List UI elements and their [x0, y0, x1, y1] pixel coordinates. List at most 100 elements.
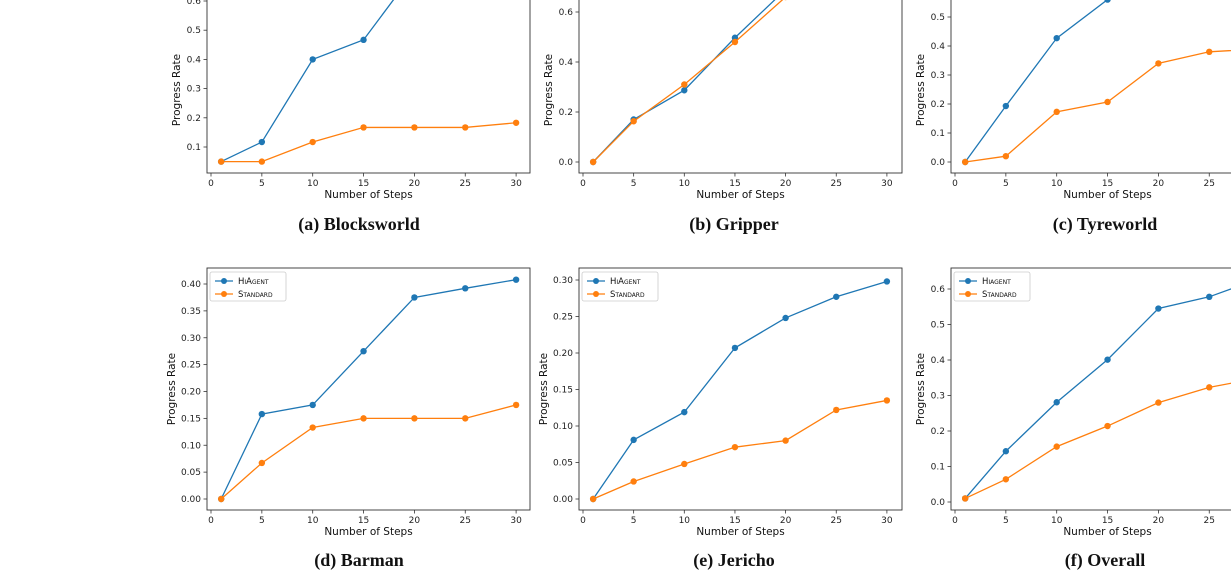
data-point-standard: [630, 118, 637, 125]
data-point-standard: [589, 495, 597, 503]
legend-label: Hiagent: [982, 277, 1011, 287]
data-point-standard: [411, 415, 418, 422]
data-point-standard: [258, 459, 266, 467]
data-point-hiagent: [630, 436, 637, 444]
x-tick-label: 30: [510, 179, 522, 189]
data-point-standard: [217, 158, 225, 165]
x-tick-label: 30: [881, 516, 893, 526]
y-tick-label: 0.6: [559, 8, 574, 18]
y-axis-label: Progress Rate: [543, 54, 555, 126]
data-point-hiagent: [782, 314, 789, 322]
data-point-hiagent: [1053, 34, 1060, 42]
data-point-standard: [1206, 384, 1213, 391]
y-tick-label: 0.15: [181, 414, 201, 424]
plot-area: [217, 0, 520, 165]
legend-label: Standard: [238, 290, 273, 300]
y-tick-label: 0.2: [931, 427, 945, 437]
legend-marker: [593, 291, 599, 297]
x-tick-label: 5: [631, 516, 637, 526]
plot-area: [589, 0, 787, 166]
series-line-standard: [221, 122, 517, 163]
y-tick-label: 0.2: [931, 100, 945, 110]
data-point-standard: [360, 415, 367, 422]
data-point-standard: [681, 460, 688, 468]
data-point-hiagent: [512, 276, 520, 283]
y-tick-label: 0.4: [187, 55, 202, 65]
series-line-hiagent: [964, 0, 1108, 163]
x-tick-label: 20: [1153, 516, 1165, 526]
x-tick-label: 0: [208, 516, 214, 526]
data-point-standard: [883, 397, 891, 404]
data-point-hiagent: [1206, 293, 1213, 301]
x-tick-label: 5: [1003, 516, 1009, 526]
legend-marker: [965, 291, 971, 297]
subplot-caption: (f) Overall: [1065, 550, 1145, 571]
data-point-hiagent: [731, 344, 739, 352]
x-tick-label: 5: [259, 179, 265, 189]
data-point-standard: [1155, 399, 1162, 406]
x-axis-label: Number of Steps: [324, 526, 412, 538]
x-axis-label: Number of Steps: [696, 526, 784, 538]
y-tick-label: 0.1: [931, 463, 945, 473]
y-tick-label: 0.00: [553, 495, 573, 505]
y-axis-label: Progress Rate: [915, 54, 927, 126]
data-point-standard: [309, 138, 316, 146]
data-point-hiagent: [883, 278, 891, 285]
y-tick-label: 0.0: [559, 158, 574, 168]
y-tick-label: 0.1: [931, 129, 945, 139]
data-point-hiagent: [1104, 356, 1111, 363]
y-tick-label: 0.05: [553, 459, 573, 469]
y-axis-label: Progress Rate: [915, 353, 927, 425]
axes-frame: [578, 0, 903, 174]
x-tick-label: 10: [1051, 179, 1063, 189]
x-tick-label: 5: [1003, 179, 1009, 189]
axes-frame: [950, 0, 1231, 174]
x-tick-label: 0: [580, 516, 586, 526]
data-point-standard: [411, 124, 418, 131]
data-point-standard: [782, 437, 789, 444]
axes-frame: [950, 267, 1231, 511]
data-point-hiagent: [309, 401, 316, 409]
y-tick-label: 0.5: [931, 13, 945, 23]
y-tick-label: 0.10: [181, 441, 201, 451]
data-point-standard: [589, 158, 597, 166]
data-point-standard: [1002, 153, 1010, 160]
data-point-standard: [1053, 443, 1060, 450]
axes-frame: [206, 0, 531, 174]
x-tick-label: 20: [409, 179, 421, 189]
y-tick-label: 0.5: [931, 321, 945, 331]
data-point-standard: [1002, 476, 1010, 483]
data-point-hiagent: [833, 293, 840, 300]
y-tick-label: 0.4: [559, 58, 574, 68]
data-point-hiagent: [258, 138, 266, 146]
y-tick-label: 0.0: [931, 158, 946, 168]
subplot-1: 0 5 10 15 20 25 30 0.0 0.2 0.4 0.6 Number of Steps P…: [543, 0, 903, 235]
x-tick-label: 0: [208, 179, 214, 189]
series-line-standard: [592, 399, 888, 500]
plot-area: [217, 276, 520, 503]
y-tick-label: 0.20: [181, 388, 201, 398]
data-point-standard: [681, 81, 688, 88]
y-tick-label: 0.30: [181, 334, 201, 344]
data-point-standard: [1053, 108, 1060, 116]
subplot-4: 0 5 10 15 20 25 30 0.00 0.05 0.10 0.15 0.20 0.25 0.30…: [538, 267, 903, 571]
y-tick-label: 0.4: [931, 42, 946, 52]
y-tick-label: 0.3: [187, 85, 201, 95]
x-tick-label: 10: [679, 179, 691, 189]
y-tick-label: 0.35: [181, 307, 201, 317]
x-tick-label: 25: [460, 179, 471, 189]
x-tick-label: 5: [631, 179, 637, 189]
legend-label: HiAgent: [610, 277, 641, 287]
data-point-standard: [360, 124, 367, 131]
x-tick-label: 25: [831, 516, 842, 526]
axes-frame: [206, 267, 531, 511]
x-tick-label: 15: [1102, 516, 1113, 526]
subplot-5: 0 5 10 15 20 25 0.0 0.1 0.2 0.3 0.4 0.5 0.6 Number of…: [915, 267, 1231, 571]
y-tick-label: 0.20: [553, 349, 573, 359]
subplot-0: 0 5 10 15 20 25 30 0.1 0.2 0.3 0.4 0.5 0.6 Number of …: [171, 0, 531, 235]
y-tick-label: 0.2: [187, 114, 201, 124]
x-tick-label: 15: [729, 516, 740, 526]
data-point-hiagent: [411, 294, 418, 301]
data-point-standard: [731, 38, 739, 46]
subplot-caption: (b) Gripper: [689, 214, 779, 235]
